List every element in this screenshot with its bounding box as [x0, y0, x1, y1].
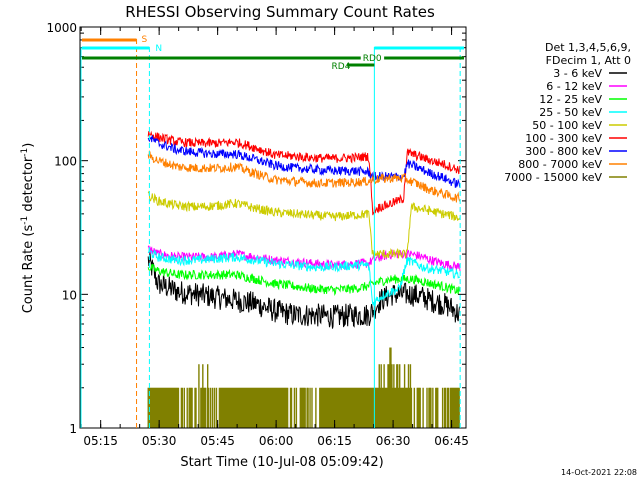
legend-header-line: FDecim 1, Att 0	[546, 54, 631, 67]
legend-label: 7000 - 15000 keV	[504, 171, 602, 184]
legend-label: 12 - 25 keV	[539, 93, 602, 106]
y-label-part2: detector	[21, 156, 36, 216]
series-800-7000-kev-line	[147, 150, 461, 203]
timestamp: 14-Oct-2021 22:08	[561, 468, 637, 477]
annotation-s: S	[142, 35, 148, 45]
legend-header-line: Det 1,3,4,5,6,9,	[545, 41, 631, 54]
legend-label: 6 - 12 keV	[546, 80, 602, 93]
x-tick-label: 06:30	[376, 434, 411, 448]
series-25-50-kev-line	[147, 248, 461, 307]
annotation-rd4: RD4	[332, 62, 351, 72]
y-tick-label: 10	[62, 288, 77, 302]
x-tick-label: 05:30	[142, 434, 177, 448]
annotations: SN RD0 RD4	[80, 35, 464, 428]
series-12-25-kev-line	[147, 263, 461, 296]
series-50-100-kev-line	[147, 190, 461, 259]
y-label-sup2: -1	[20, 148, 30, 157]
series-300-800-kev-line	[147, 135, 461, 188]
plot-frame	[79, 26, 467, 429]
y-label-sup1: -1	[20, 216, 30, 225]
y-tick-label: 100	[54, 155, 77, 169]
legend-label: 800 - 7000 keV	[518, 158, 602, 171]
y-label-part1: Count Rate (s	[21, 225, 36, 314]
series-3-6-kev-line	[147, 251, 461, 329]
x-tick-label: 05:15	[83, 434, 118, 448]
y-axis-label: Count Rate (s-1 detector-1)	[20, 143, 36, 314]
legend-label: 100 - 300 keV	[525, 132, 602, 145]
legend-label: 300 - 800 keV	[525, 145, 602, 158]
y-tick-label: 1000	[46, 21, 77, 35]
y-tick-label: 1	[69, 422, 77, 436]
legend-label: 3 - 6 keV	[553, 67, 602, 80]
annotation-rd0: RD0	[363, 54, 382, 64]
legend-label: 25 - 50 keV	[539, 106, 602, 119]
x-tick-label: 06:00	[259, 434, 294, 448]
x-tick-label: 05:45	[200, 434, 235, 448]
x-axis-label: Start Time (10-Jul-08 05:09:42)	[180, 455, 383, 470]
x-tick-label: 06:45	[434, 434, 469, 448]
series-100-300-kev-line	[147, 130, 461, 216]
plot-area	[147, 130, 461, 428]
y-label-part3: )	[21, 143, 36, 148]
legend: Det 1,3,4,5,6,9,FDecim 1, Att 03 - 6 keV…	[504, 41, 631, 184]
annotation-n: N	[155, 44, 162, 54]
chart-title: RHESSI Observing Summary Count Rates	[125, 3, 435, 21]
x-tick-label: 06:15	[317, 434, 352, 448]
axes: 05:15 05:30 05:45 06:00 06:15 06:30 06:45 1 10 10…	[46, 21, 468, 448]
legend-label: 50 - 100 keV	[532, 119, 602, 132]
series-7000-15000-kev	[147, 347, 460, 428]
